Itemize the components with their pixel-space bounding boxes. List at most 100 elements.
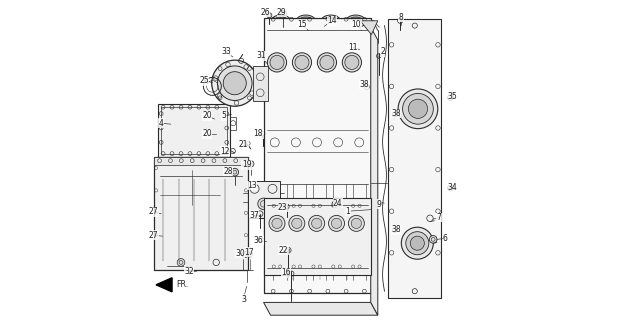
Circle shape	[332, 201, 339, 207]
Circle shape	[248, 161, 254, 167]
Circle shape	[410, 236, 425, 250]
Polygon shape	[371, 27, 378, 315]
Text: 34: 34	[447, 183, 457, 192]
Circle shape	[267, 13, 272, 18]
Text: 4: 4	[159, 119, 164, 128]
Text: 23: 23	[278, 203, 287, 212]
Polygon shape	[360, 21, 378, 35]
Bar	[265, 198, 371, 275]
Text: 10: 10	[352, 20, 361, 29]
Text: 35: 35	[447, 92, 457, 101]
Circle shape	[177, 259, 185, 266]
Text: 30: 30	[235, 249, 245, 258]
Circle shape	[270, 55, 284, 69]
Text: 38: 38	[391, 225, 401, 234]
Text: 7: 7	[436, 213, 441, 222]
Text: 6: 6	[443, 234, 448, 243]
Text: 14: 14	[327, 16, 337, 25]
Text: 31: 31	[257, 52, 266, 60]
Text: 8: 8	[399, 13, 404, 22]
Text: 19: 19	[242, 160, 252, 169]
Circle shape	[311, 218, 322, 228]
Text: 6: 6	[443, 234, 448, 243]
Circle shape	[289, 215, 305, 231]
Text: 22: 22	[279, 246, 288, 255]
Polygon shape	[263, 302, 378, 315]
Text: 32: 32	[184, 267, 194, 276]
Text: 31: 31	[257, 52, 266, 60]
Text: 2: 2	[380, 47, 385, 56]
Text: 9: 9	[377, 200, 382, 209]
Ellipse shape	[296, 15, 315, 27]
Text: 33: 33	[221, 47, 231, 56]
Text: 5: 5	[222, 111, 227, 120]
Text: 16: 16	[281, 268, 291, 277]
Text: 28: 28	[224, 167, 233, 176]
Ellipse shape	[349, 17, 363, 25]
Text: 12: 12	[221, 147, 230, 156]
Text: 2: 2	[380, 47, 385, 56]
Text: 5: 5	[222, 111, 227, 120]
Circle shape	[331, 218, 342, 228]
Text: 3: 3	[241, 295, 246, 304]
Circle shape	[320, 55, 334, 69]
Bar	[263, 18, 371, 293]
Text: 25: 25	[199, 76, 209, 85]
Text: 11: 11	[349, 43, 358, 52]
Circle shape	[430, 236, 437, 243]
Text: 38: 38	[391, 109, 401, 118]
Text: 8: 8	[399, 13, 404, 22]
Text: 14: 14	[327, 16, 337, 25]
Bar	[154, 157, 248, 270]
Circle shape	[292, 53, 311, 72]
Circle shape	[351, 218, 362, 228]
Text: 36: 36	[253, 236, 263, 245]
Bar	[161, 107, 227, 154]
Circle shape	[329, 215, 344, 231]
Circle shape	[268, 53, 287, 72]
Text: 18: 18	[254, 129, 263, 138]
Text: 38: 38	[359, 80, 369, 89]
Circle shape	[398, 89, 438, 129]
Text: 17: 17	[245, 248, 254, 257]
Text: 38: 38	[391, 225, 401, 234]
Text: 16: 16	[281, 268, 291, 277]
Text: 10: 10	[352, 20, 361, 29]
Ellipse shape	[321, 15, 341, 27]
Text: 28: 28	[224, 167, 233, 176]
Text: 20: 20	[203, 111, 212, 120]
Ellipse shape	[271, 15, 290, 27]
Text: 38: 38	[391, 109, 401, 118]
Text: 1: 1	[345, 207, 350, 216]
Text: 3: 3	[241, 295, 246, 304]
Text: 29: 29	[277, 8, 287, 17]
Circle shape	[231, 168, 239, 176]
Bar	[248, 181, 279, 218]
Circle shape	[272, 218, 282, 228]
Circle shape	[258, 198, 269, 210]
Circle shape	[223, 72, 247, 95]
Text: 27: 27	[149, 231, 159, 240]
Circle shape	[212, 60, 258, 106]
Text: 24: 24	[333, 199, 342, 208]
Text: 13: 13	[247, 181, 257, 190]
Ellipse shape	[274, 17, 288, 25]
Text: 30: 30	[235, 249, 245, 258]
Text: 34: 34	[447, 183, 457, 192]
Text: 26: 26	[260, 8, 269, 17]
Ellipse shape	[324, 17, 338, 25]
Bar	[253, 66, 268, 101]
Text: 36: 36	[253, 236, 263, 245]
Circle shape	[406, 232, 429, 255]
Text: 12: 12	[221, 147, 230, 156]
Circle shape	[295, 55, 309, 69]
Circle shape	[342, 53, 362, 72]
Circle shape	[317, 53, 337, 72]
Text: 37: 37	[249, 211, 259, 220]
Circle shape	[408, 99, 428, 118]
Text: 20: 20	[203, 129, 212, 138]
Circle shape	[401, 227, 433, 259]
Text: 33: 33	[221, 47, 231, 56]
Text: 25: 25	[199, 76, 209, 85]
Text: 4: 4	[159, 119, 164, 128]
